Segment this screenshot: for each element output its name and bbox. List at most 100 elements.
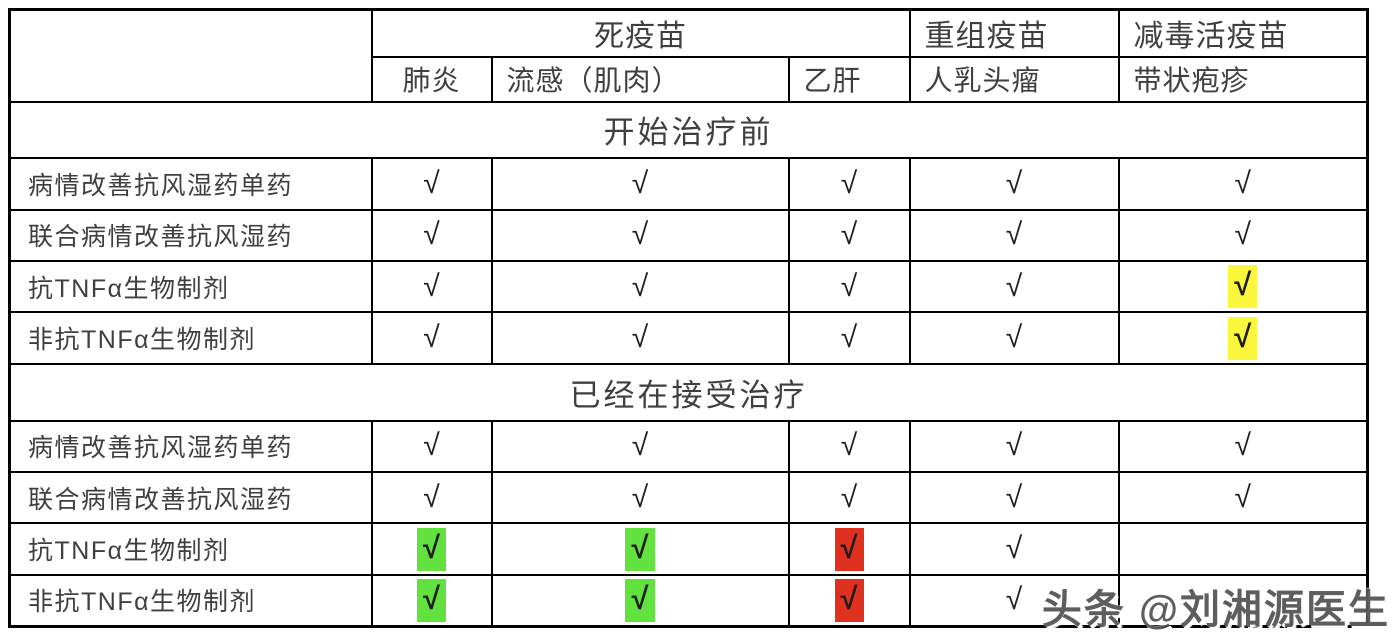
table-row: 联合病情改善抗风湿药 √ √ √ √ √ [8, 208, 1369, 263]
checkmark-icon: √ [840, 480, 858, 514]
checkmark-icon: √ [625, 527, 655, 571]
table-row: 抗TNFα生物制剂 √ √ √ √ √ [8, 259, 1369, 314]
table-row: 联合病情改善抗风湿药 √ √ √ √ √ [8, 470, 1369, 525]
checkmark-icon: √ [840, 166, 858, 200]
check-cell: √ [370, 208, 493, 263]
column-header-pneumonia: 肺炎 [370, 55, 493, 103]
column-header-herpes-zoster: 带状疱疹 [1117, 55, 1369, 103]
vaccine-group-killed: 死疫苗 [370, 8, 911, 58]
check-cell: √ [1117, 259, 1369, 314]
check-cell: √ [787, 419, 911, 473]
checkmark-icon: √ [423, 480, 440, 514]
checkmark-icon: √ [1005, 532, 1023, 566]
checkmark-icon: √ [1234, 166, 1252, 200]
checkmark-icon: √ [625, 578, 655, 622]
check-cell: √ [787, 522, 911, 576]
section-row: 已经在接受治疗 [8, 362, 1369, 422]
checkmark-icon: √ [423, 429, 440, 463]
empty-cell [1117, 522, 1369, 576]
check-cell: √ [787, 573, 911, 628]
checkmark-icon: √ [834, 578, 864, 622]
checkmark-icon: √ [840, 321, 858, 355]
check-cell: √ [370, 259, 493, 314]
check-cell: √ [908, 419, 1120, 473]
check-cell: √ [908, 311, 1120, 365]
check-cell: √ [1117, 470, 1369, 525]
checkmark-icon: √ [1228, 265, 1258, 309]
section-header: 开始治疗前 [8, 100, 1369, 160]
check-cell: √ [490, 157, 790, 211]
check-cell: √ [490, 470, 790, 525]
check-cell: √ [787, 157, 911, 211]
check-cell: √ [908, 157, 1120, 211]
check-cell: √ [908, 208, 1120, 263]
checkmark-icon: √ [1005, 583, 1023, 617]
checkmark-icon: √ [1005, 166, 1023, 200]
checkmark-icon: √ [834, 527, 864, 571]
table-row: 抗TNFα生物制剂 √ √ √ √ [8, 522, 1369, 576]
column-header-influenza-im: 流感（肌肉） [490, 55, 790, 103]
checkmark-icon: √ [423, 166, 440, 200]
section-row: 开始治疗前 [8, 100, 1369, 160]
check-cell: √ [370, 311, 493, 365]
check-cell: √ [1117, 311, 1369, 365]
watermark: 头条 @刘湘源医生 [1041, 588, 1390, 632]
table-row: 病情改善抗风湿药单药 √ √ √ √ √ [8, 419, 1369, 473]
check-cell: √ [370, 573, 493, 628]
check-cell: √ [787, 311, 911, 365]
row-label: 联合病情改善抗风湿药 [8, 208, 373, 263]
row-label: 非抗TNFα生物制剂 [8, 573, 373, 628]
table-row: 病情改善抗风湿药单药 √ √ √ √ √ [8, 157, 1369, 211]
row-label: 病情改善抗风湿药单药 [8, 419, 373, 473]
check-cell: √ [490, 522, 790, 576]
table-row: 非抗TNFα生物制剂 √ √ √ √ √ [8, 311, 1369, 365]
check-cell: √ [490, 311, 790, 365]
checkmark-icon: √ [1228, 316, 1258, 360]
checkmark-icon: √ [840, 429, 858, 463]
checkmark-icon: √ [423, 321, 440, 355]
checkmark-icon: √ [631, 480, 649, 514]
empty-cell [1117, 573, 1369, 628]
row-label: 病情改善抗风湿药单药 [8, 157, 373, 211]
check-cell: √ [908, 573, 1120, 628]
checkmark-icon: √ [423, 269, 440, 303]
checkmark-icon: √ [423, 218, 440, 252]
check-cell: √ [1117, 157, 1369, 211]
check-cell: √ [490, 573, 790, 628]
check-cell: √ [787, 470, 911, 525]
checkmark-icon: √ [631, 166, 649, 200]
column-header-hpv: 人乳头瘤 [908, 55, 1120, 103]
vaccine-table: 死疫苗 重组疫苗 减毒活疫苗 肺炎 流感（肌肉） 乙肝 人乳头瘤 带状疱疹 开始… [8, 8, 1370, 628]
check-cell: √ [490, 208, 790, 263]
check-cell: √ [1117, 419, 1369, 473]
checkmark-icon: √ [1005, 269, 1023, 303]
row-label: 抗TNFα生物制剂 [8, 522, 373, 576]
vaccine-group-live-attenuated: 减毒活疫苗 [1117, 8, 1369, 58]
corner-cell [8, 8, 373, 103]
checkmark-icon: √ [1005, 480, 1023, 514]
check-cell: √ [1117, 208, 1369, 263]
checkmark-icon: √ [1005, 429, 1023, 463]
checkmark-icon: √ [840, 269, 858, 303]
check-cell: √ [908, 259, 1120, 314]
checkmark-icon: √ [416, 527, 446, 571]
checkmark-icon: √ [1005, 218, 1023, 252]
check-cell: √ [787, 259, 911, 314]
check-cell: √ [370, 522, 493, 576]
row-label: 非抗TNFα生物制剂 [8, 311, 373, 365]
row-label: 抗TNFα生物制剂 [8, 259, 373, 314]
checkmark-icon: √ [631, 321, 649, 355]
section-header: 已经在接受治疗 [8, 362, 1369, 422]
table-row: 非抗TNFα生物制剂 √ √ √ √ [8, 573, 1369, 628]
vaccine-group-header-row: 死疫苗 重组疫苗 减毒活疫苗 [8, 8, 1369, 103]
checkmark-icon: √ [631, 269, 649, 303]
checkmark-icon: √ [1005, 321, 1023, 355]
check-cell: √ [787, 208, 911, 263]
vaccine-column-header-row: 肺炎 流感（肌肉） 乙肝 人乳头瘤 带状疱疹 [10, 55, 1369, 103]
vaccine-group-recombinant: 重组疫苗 [908, 8, 1120, 58]
checkmark-icon: √ [631, 429, 649, 463]
check-cell: √ [908, 470, 1120, 525]
checkmark-icon: √ [1234, 218, 1252, 252]
row-label: 联合病情改善抗风湿药 [8, 470, 373, 525]
